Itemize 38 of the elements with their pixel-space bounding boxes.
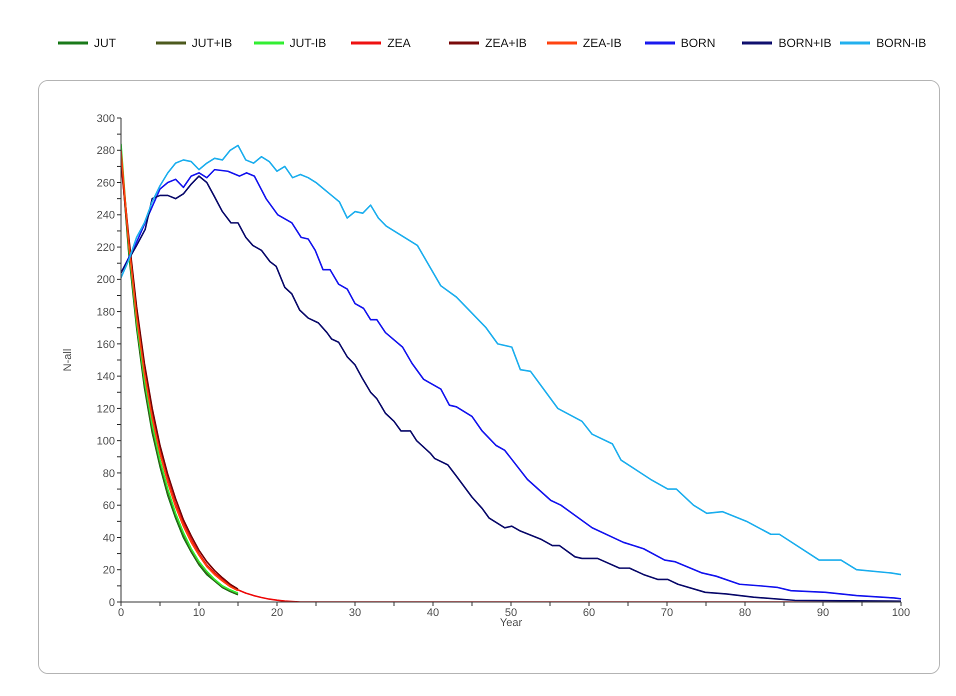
y-tick-label: 120 [96, 403, 115, 416]
x-tick-label: 30 [348, 606, 362, 619]
y-tick-label: 160 [96, 338, 115, 351]
y-tick-label: 140 [96, 371, 115, 384]
y-tick-label: 60 [102, 500, 115, 512]
y-tick-label: 40 [102, 532, 115, 544]
x-tick-label: 20 [270, 606, 284, 619]
legend-label: BORN-IB [876, 36, 926, 50]
y-tick-label: 20 [102, 564, 115, 577]
x-tick-label: 80 [738, 606, 752, 619]
legend-label: BORN [680, 36, 716, 50]
x-tick-label: 10 [192, 606, 206, 619]
x-tick-label: 50 [504, 606, 518, 619]
legend-label: ZEA+IB [485, 36, 527, 50]
x-tick-label: 70 [660, 606, 674, 619]
legend-label: ZEA-IB [582, 36, 622, 50]
y-tick-label: 240 [96, 210, 115, 222]
x-tick-label: 100 [892, 606, 910, 619]
x-tick-label: 90 [816, 606, 830, 619]
y-tick-label: 280 [96, 145, 115, 158]
y-tick-label: 100 [96, 436, 115, 448]
y-tick-label: 220 [96, 242, 115, 254]
legend-label: BORN+IB [778, 36, 832, 50]
x-tick-label: 40 [426, 606, 440, 619]
x-tick-label: 60 [582, 606, 596, 619]
x-tick-label: 0 [118, 606, 124, 619]
y-tick-label: 260 [96, 177, 115, 190]
legend-label: JUT+IB [192, 36, 232, 50]
y-tick-label: 300 [96, 112, 115, 125]
y-axis-title: N-all [62, 348, 74, 372]
legend-label: ZEA [387, 36, 411, 50]
legend-label: JUT-IB [290, 36, 326, 50]
y-tick-label: 80 [102, 468, 115, 480]
y-tick-label: 200 [96, 274, 115, 286]
y-tick-label: 0 [108, 596, 115, 609]
y-tick-label: 180 [96, 306, 115, 319]
x-axis-title: Year [500, 616, 522, 629]
legend-label: JUT [94, 36, 116, 50]
